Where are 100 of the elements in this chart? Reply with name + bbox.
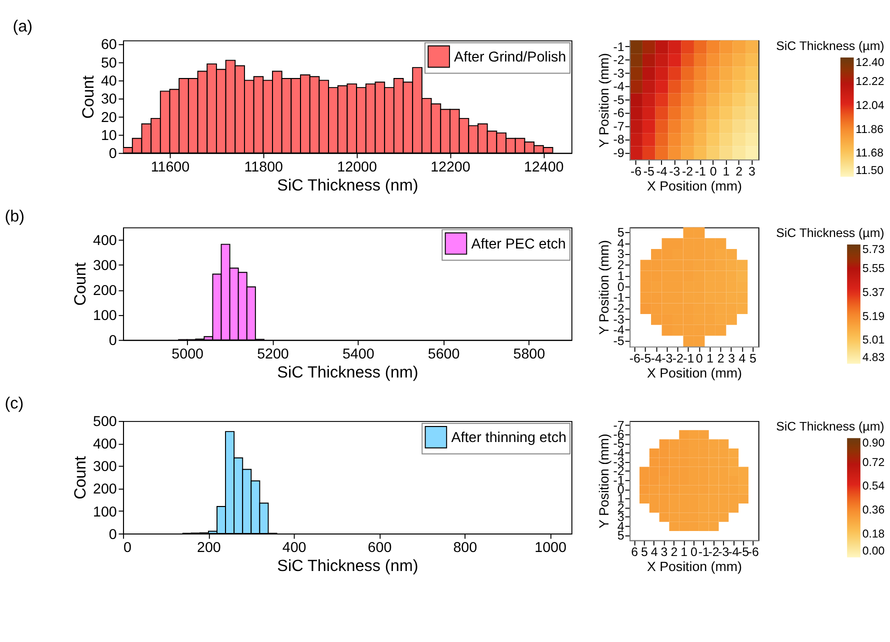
x-tick-label: 12400 [524, 160, 564, 176]
x-tick-label: 3 [748, 164, 756, 178]
x-tick-label: -3 [669, 164, 680, 178]
y-tick-label: 30 [100, 92, 117, 108]
color-bar-label: 5.37 [862, 287, 885, 299]
x-tick-label: -2 [672, 351, 684, 366]
x-axis-title: X Position (mm) [646, 366, 742, 381]
chart-title: (c) [4, 394, 24, 413]
x-tick-label: -5 [640, 351, 652, 366]
x-axis-title: SiC Thickness (nm) [277, 557, 418, 576]
color-bar-label: 0.18 [862, 528, 885, 540]
x-tick-label: 0 [690, 544, 698, 559]
y-tick-label: 60 [100, 37, 117, 54]
x-tick-label: 1 [706, 351, 714, 366]
x-tick-label: 12200 [430, 160, 470, 176]
x-tick-label: 0 [696, 351, 703, 366]
x-tick-label: -3 [662, 351, 673, 366]
x-tick-label: 5200 [257, 346, 289, 362]
x-tick-label: 800 [453, 540, 478, 556]
x-tick-label: 600 [368, 540, 392, 556]
x-tick-label: 3 [728, 351, 736, 366]
color-bar-label: 4.83 [862, 352, 885, 364]
y-tick-label: 400 [92, 233, 117, 250]
x-tick-label: -6 [630, 164, 642, 178]
y-tick-label: 0 [108, 146, 117, 162]
x-tick-label: -6 [629, 351, 641, 366]
x-axis-title: X Position (mm) [646, 178, 742, 194]
color-bar-label: 12.40 [856, 57, 884, 70]
legend-label: After Grind/Polish [454, 49, 566, 66]
y-tick-label: -5 [613, 92, 624, 107]
x-tick-label: 12000 [337, 160, 377, 176]
chart-title: (a) [12, 18, 33, 36]
y-tick-label: -8 [613, 132, 624, 147]
y-tick-label: 200 [92, 482, 117, 498]
y-tick-label: 0 [108, 333, 117, 350]
color-bar-label: 11.86 [856, 124, 884, 136]
x-axis-title: SiC Thickness (nm) [277, 176, 418, 195]
x-tick-label: -4 [656, 164, 668, 178]
y-tick-label: -3 [613, 66, 624, 80]
y-axis-title: Count [71, 262, 90, 306]
x-tick-label: 0 [710, 164, 717, 178]
y-tick-label: 0 [108, 526, 117, 543]
y-axis-title: Count [71, 456, 90, 500]
x-tick-label: -6 [748, 544, 760, 559]
color-bar-label: 5.19 [862, 310, 885, 323]
x-tick-label: 2 [670, 544, 678, 559]
x-tick-label: -2 [682, 164, 694, 178]
x-tick-label: 4 [650, 544, 658, 559]
x-tick-label: -4 [728, 544, 740, 559]
x-tick-label: -1 [694, 164, 706, 178]
x-tick-label: -5 [643, 164, 655, 178]
x-tick-label: 5800 [513, 346, 546, 362]
color-bar-label: 5.73 [862, 244, 885, 256]
y-tick-label: 20 [100, 110, 117, 126]
x-tick-label: 11800 [244, 160, 284, 176]
y-axis-title: Y Position (mm) [596, 240, 612, 335]
x-tick-label: -5 [738, 544, 750, 559]
x-tick-label: 5400 [342, 346, 374, 362]
legend-label: After thinning etch [451, 430, 566, 446]
x-tick-label: 5600 [428, 346, 460, 362]
x-tick-label: 5000 [172, 346, 204, 362]
x-tick-label: 1 [722, 164, 730, 178]
y-tick-label: 200 [92, 283, 117, 300]
x-tick-label: 1 [680, 544, 688, 559]
y-tick-label: -4 [613, 80, 624, 94]
x-tick-label: 4 [738, 351, 746, 366]
x-tick-label: 11600 [150, 160, 190, 176]
x-tick-label: 5 [750, 351, 757, 366]
y-tick-label: -1 [613, 40, 624, 54]
y-tick-label: -9 [613, 146, 624, 160]
color-bar-label: 11.68 [856, 148, 884, 160]
y-tick-label: 50 [100, 55, 117, 72]
x-tick-label: 1000 [534, 540, 566, 556]
y-tick-label: 400 [92, 436, 117, 453]
y-tick-label: -6 [613, 106, 624, 120]
x-tick-label: 400 [282, 540, 306, 556]
y-tick-label: 40 [100, 74, 117, 90]
y-tick-label: 10 [100, 128, 117, 144]
color-bar-label: 0.54 [862, 480, 886, 493]
x-tick-label: 2 [736, 164, 743, 178]
x-axis-title: X Position (mm) [646, 559, 742, 574]
color-bar-label: 5.55 [862, 263, 885, 276]
color-bar-label: 12.04 [856, 100, 885, 112]
y-axis-title: Y Position (mm) [596, 434, 612, 528]
color-bar-label: 12.22 [856, 76, 884, 88]
color-bar-title: SiC Thickness (µm) [776, 420, 884, 434]
color-bar-label: 5.01 [862, 334, 885, 347]
x-tick-label: 200 [197, 540, 221, 556]
y-tick-label: 300 [92, 258, 117, 274]
color-bar-label: 0.90 [862, 438, 885, 450]
x-tick-label: 5 [640, 544, 648, 559]
color-bar-label: 0.00 [862, 546, 885, 558]
color-bar-label: 0.36 [862, 504, 885, 516]
x-tick-label: 2 [717, 351, 724, 366]
y-axis-title: Count [79, 75, 98, 119]
color-bar-title: SiC Thickness (µm) [776, 226, 884, 240]
x-tick-label: -2 [708, 544, 720, 559]
x-axis-title: SiC Thickness (nm) [277, 364, 418, 382]
y-tick-label: -2 [613, 53, 624, 68]
y-tick-label: 100 [92, 504, 117, 520]
